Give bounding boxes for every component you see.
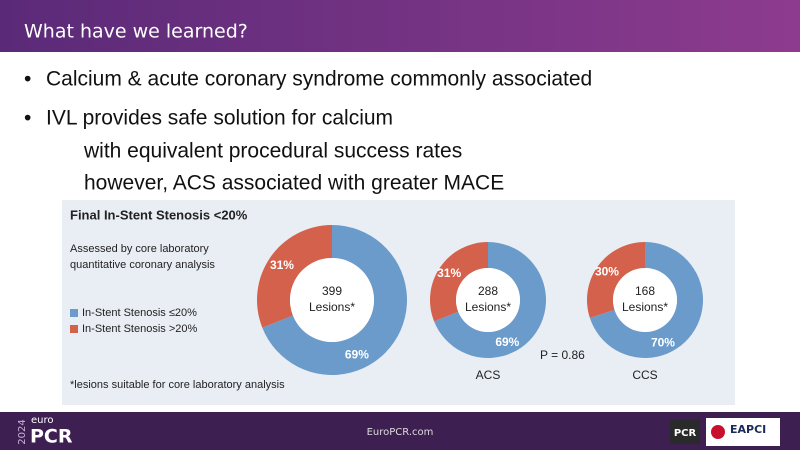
legend-swatch bbox=[70, 325, 78, 333]
bullet-sub: however, ACS associated with greater MAC… bbox=[84, 172, 504, 195]
chart: Final In-Stent Stenosis <20% Assessed by… bbox=[70, 207, 704, 391]
logo-pcr: PCR bbox=[674, 428, 697, 439]
footer-url: EuroPCR.com bbox=[367, 427, 434, 438]
donut-segment bbox=[434, 242, 546, 358]
center-label: Lesions* bbox=[465, 300, 511, 314]
donut-hole bbox=[290, 258, 374, 342]
donut-segment bbox=[257, 225, 332, 328]
footer-bar bbox=[0, 412, 800, 450]
center-label: Lesions* bbox=[309, 300, 355, 314]
series-name: CCS bbox=[632, 368, 657, 382]
center-count: 168 bbox=[635, 284, 655, 298]
value-label: 31% bbox=[270, 258, 294, 272]
footer-brand-small: euro bbox=[31, 415, 54, 426]
slide-title: What have we learned? bbox=[24, 21, 248, 43]
footer-year: 2024 bbox=[17, 419, 28, 444]
value-label: 69% bbox=[345, 347, 369, 361]
center-label: Lesions* bbox=[622, 300, 668, 314]
center-count: 399 bbox=[322, 284, 342, 298]
legend-swatch bbox=[70, 309, 78, 317]
value-label: 30% bbox=[595, 265, 619, 279]
donut-segment bbox=[589, 242, 704, 358]
donut-hole bbox=[456, 268, 520, 332]
donut-hole bbox=[613, 268, 677, 332]
header-bar bbox=[0, 0, 800, 52]
value-label: 69% bbox=[495, 335, 519, 349]
value-label: 31% bbox=[437, 266, 461, 280]
chart-subtitle: Assessed by core laboratory bbox=[70, 243, 209, 255]
value-label: 70% bbox=[651, 336, 675, 350]
logo-box bbox=[670, 420, 700, 444]
donut-segment bbox=[587, 242, 645, 318]
donut-segment bbox=[430, 242, 488, 322]
bullet: IVL provides safe solution for calcium bbox=[46, 107, 393, 130]
legend-label: In-Stent Stenosis ≤20% bbox=[82, 307, 197, 319]
p-value: P = 0.86 bbox=[540, 348, 585, 362]
center-count: 288 bbox=[478, 284, 498, 298]
bullet-sub: with equivalent procedural success rates bbox=[83, 140, 462, 163]
bullet-dot: • bbox=[24, 107, 31, 130]
series-name: ACS bbox=[476, 368, 501, 382]
legend-label: In-Stent Stenosis >20% bbox=[82, 323, 197, 335]
logo-heart bbox=[711, 425, 725, 439]
chart-subtitle: quantitative coronary analysis bbox=[70, 259, 215, 271]
bullet: Calcium & acute coronary syndrome common… bbox=[46, 68, 592, 91]
logo-eapci: EAPCI bbox=[730, 423, 766, 436]
donut-segment bbox=[262, 225, 407, 375]
bullet-dot: • bbox=[24, 68, 31, 91]
footer-brand: PCR bbox=[30, 426, 73, 448]
footnote: *lesions suitable for core laboratory an… bbox=[70, 379, 285, 391]
chart-title: Final In-Stent Stenosis <20% bbox=[70, 207, 248, 222]
